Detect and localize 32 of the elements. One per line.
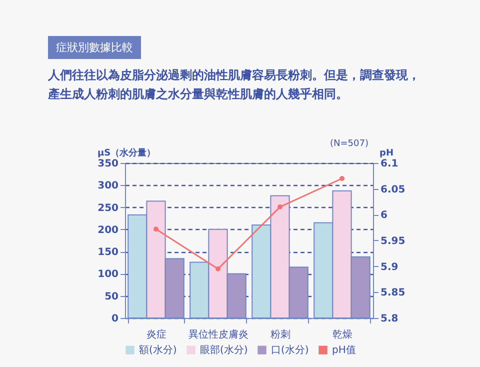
legend-label: 口(水分) [271,344,309,356]
point [340,176,344,181]
chart-subtitle: 人們往往以為皮脂分泌過剩的油性肌膚容易長粉刺。但是，調查發現，產生成人粉刺的肌膚之水分量與乾性肌膚的人幾乎相同。 [48,67,421,103]
y2-tick-label: 5.95 [380,236,406,247]
legend-label: pH值 [332,345,356,356]
chart-title: 症狀別數據比較 [48,36,141,59]
x-tick-label: 異位性皮膚炎 [188,328,248,340]
y-axis-title: µS（水分量） [98,148,156,158]
x-tick-label: 炎症 [146,328,166,340]
y-tick-label: 0 [112,314,119,324]
y-tick-label: 250 [98,202,119,214]
y-tick-label: 50 [104,291,119,302]
x-tick-label: 乾燥 [332,328,352,340]
legend-label: 眼部(水分) [200,344,248,356]
y2-tick-label: 5.9 [380,262,398,273]
y-tick-label: 300 [98,180,119,192]
y-tick-label: 150 [98,247,119,258]
y-tick-label: 200 [98,224,119,236]
x-tick-label: 粉刺 [270,328,290,340]
legend-label: 額(水分) [139,344,177,356]
y2-tick-label: 6 [380,210,388,222]
y2-axis-title: pH [380,148,394,158]
y2-tick-label: 6.1 [380,158,398,170]
y2-tick-label: 6.05 [380,184,406,196]
y2-tick-label: 5.85 [380,288,406,299]
y-tick-label: 350 [98,158,119,170]
y2-tick-label: 5.8 [380,314,398,324]
point [278,204,282,210]
point [216,266,220,272]
text: (N=507) [330,139,368,149]
point [154,226,158,232]
y-tick-label: 100 [98,269,119,280]
